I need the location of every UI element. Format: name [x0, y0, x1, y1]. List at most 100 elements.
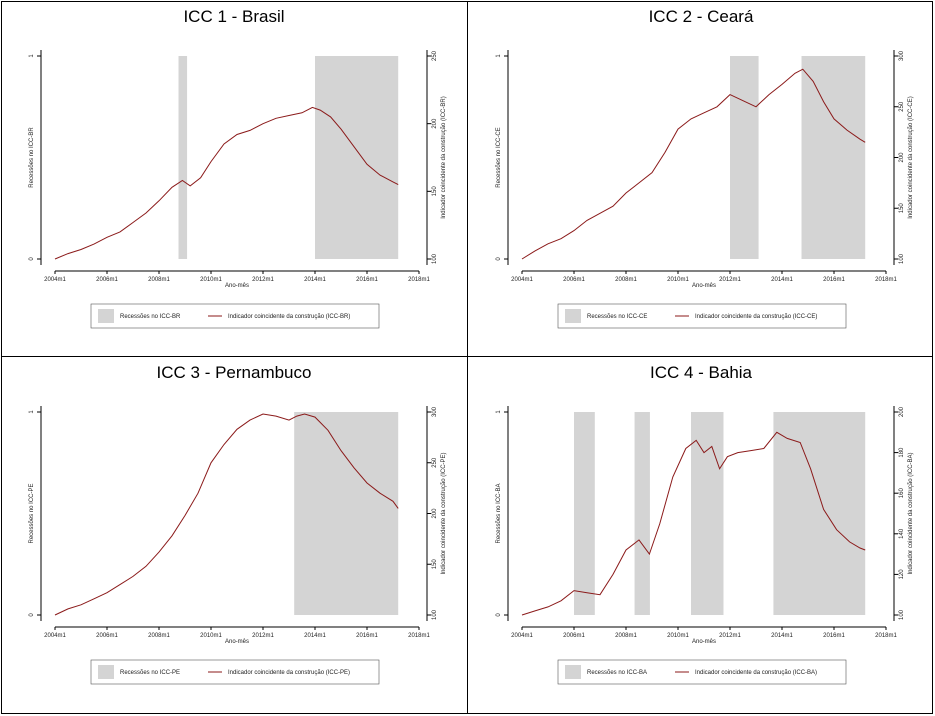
x-tick-label: 2006m1	[563, 277, 585, 283]
series-line	[521, 431, 866, 616]
x-tick-label: 2010m1	[667, 633, 689, 639]
legend-label-recession: Recessões no ICC-PE	[120, 670, 180, 676]
right-tick-label: 250	[432, 50, 438, 61]
right-tick-label: 180	[899, 447, 905, 458]
x-tick-label: 2016m1	[356, 633, 378, 639]
x-tick-label: 2016m1	[356, 277, 378, 283]
recession-band	[801, 56, 866, 259]
x-tick-label: 2004m1	[511, 633, 533, 639]
right-tick-label: 100	[899, 609, 905, 620]
x-tick-label: 2008m1	[148, 633, 170, 639]
x-tick-label: 2014m1	[771, 633, 793, 639]
x-tick-label: 2012m1	[719, 277, 741, 283]
series-line	[521, 68, 866, 260]
x-tick-label: 2010m1	[200, 633, 222, 639]
x-axis-label: Ano-mês	[692, 639, 716, 645]
right-tick-label: 160	[899, 488, 905, 499]
legend-label-line: Indicador coincidente da construção (ICC…	[228, 670, 350, 676]
right-axis-label: Indicador coincidente da construção (ICC…	[441, 452, 447, 574]
x-tick-label: 2014m1	[771, 277, 793, 283]
right-tick-label: 200	[899, 152, 905, 163]
x-tick-label: 2016m1	[823, 277, 845, 283]
x-tick-label: 2014m1	[304, 277, 326, 283]
x-tick-label: 2004m1	[44, 277, 66, 283]
x-tick-label: 2012m1	[719, 633, 741, 639]
x-axis-label: Ano-mês	[225, 639, 249, 645]
x-tick-label: 2008m1	[615, 633, 637, 639]
right-tick-label: 100	[432, 253, 438, 264]
panel-icc1-brasil: ICC 1 - Brasil 0 1 100 150 200 250 2004m1 2006m…	[1, 1, 467, 356]
right-axis-label: Indicador coincidente da construção (ICC…	[441, 96, 447, 218]
panel-title: ICC 2 - Ceará	[648, 7, 754, 26]
x-tick-label: 2014m1	[304, 633, 326, 639]
right-tick-label: 300	[899, 50, 905, 61]
recession-band	[294, 412, 399, 615]
x-axis-label: Ano-mês	[692, 283, 716, 289]
panel-icc3-pernambuco: ICC 3 - Pernambuco 0 1 100 150 200 250 300 2004…	[1, 357, 467, 712]
left-axis-label: Recessões no ICC-BA	[496, 483, 502, 543]
left-axis-label: Recessões no ICC-CE	[496, 127, 502, 187]
x-tick-label: 2004m1	[44, 633, 66, 639]
x-tick-label: 2006m1	[96, 633, 118, 639]
right-tick-label: 200	[432, 118, 438, 129]
legend-label-line: Indicador coincidente da construção (ICC…	[695, 670, 817, 676]
legend-swatch-recession	[565, 309, 581, 323]
right-tick-label: 100	[432, 609, 438, 620]
x-tick-label: 2018m1	[408, 633, 430, 639]
left-axis-label: Recessões no ICC-BR	[29, 127, 35, 188]
x-tick-label: 2008m1	[615, 277, 637, 283]
recession-band	[315, 56, 399, 259]
right-tick-label: 300	[432, 406, 438, 417]
recession-band	[178, 56, 188, 259]
left-tick-label: 1	[29, 410, 35, 414]
x-tick-label: 2006m1	[96, 277, 118, 283]
panel-title: ICC 1 - Brasil	[183, 7, 285, 26]
right-axis-label: Indicador coincidente da construção (ICC…	[908, 452, 914, 574]
right-tick-label: 200	[899, 406, 905, 417]
legend-swatch-recession	[98, 309, 114, 323]
x-tick-label: 2006m1	[563, 633, 585, 639]
right-tick-label: 250	[899, 101, 905, 112]
left-tick-label: 1	[29, 54, 35, 58]
right-tick-label: 250	[432, 457, 438, 468]
right-tick-label: 140	[899, 528, 905, 539]
left-tick-label: 0	[29, 613, 35, 617]
left-tick-label: 0	[496, 613, 502, 617]
right-tick-label: 120	[899, 569, 905, 580]
right-axis-label: Indicador coincidente da construção (ICC…	[908, 96, 914, 218]
legend-swatch-recession	[565, 665, 581, 679]
chart-svg: 0 1 100 150 200 250 300 2004m1 2006m1 2008m1 2010m…	[29, 406, 447, 685]
legend-label-line: Indicador coincidente da construção (ICC…	[695, 314, 817, 320]
chart-svg: 0 1 100 120 140 160 180 200 2004m1 2006m1 2008m1 20…	[496, 406, 914, 685]
panel-icc4-bahia: ICC 4 - Bahia 0 1 100 120 140 160 180 200 2004m1…	[468, 357, 934, 712]
vertical-divider	[467, 1, 468, 714]
left-tick-label: 0	[496, 257, 502, 261]
x-axis-label: Ano-mês	[225, 283, 249, 289]
left-tick-label: 0	[29, 257, 35, 261]
series-line	[54, 413, 399, 616]
legend-label-recession: Recessões no ICC-BA	[587, 670, 647, 676]
x-tick-label: 2012m1	[252, 277, 274, 283]
recession-band	[773, 412, 866, 615]
legend-swatch-recession	[98, 665, 114, 679]
recession-band	[730, 56, 759, 259]
legend-box	[557, 303, 847, 329]
x-tick-label: 2018m1	[408, 277, 430, 283]
x-tick-label: 2018m1	[875, 277, 897, 283]
legend-box	[90, 303, 380, 329]
x-tick-label: 2010m1	[667, 277, 689, 283]
legend-label-line: Indicador coincidente da construção (ICC…	[228, 314, 350, 320]
x-tick-label: 2010m1	[200, 277, 222, 283]
right-tick-label: 100	[899, 253, 905, 264]
left-axis-label: Recessões no ICC-PE	[29, 483, 35, 543]
series-line	[54, 106, 399, 260]
left-tick-label: 1	[496, 54, 502, 58]
recession-band	[691, 412, 724, 615]
right-tick-label: 150	[899, 203, 905, 214]
x-tick-label: 2008m1	[148, 277, 170, 283]
x-tick-label: 2016m1	[823, 633, 845, 639]
legend-box	[90, 659, 380, 685]
right-tick-label: 150	[432, 186, 438, 197]
panel-title: ICC 4 - Bahia	[649, 363, 753, 382]
